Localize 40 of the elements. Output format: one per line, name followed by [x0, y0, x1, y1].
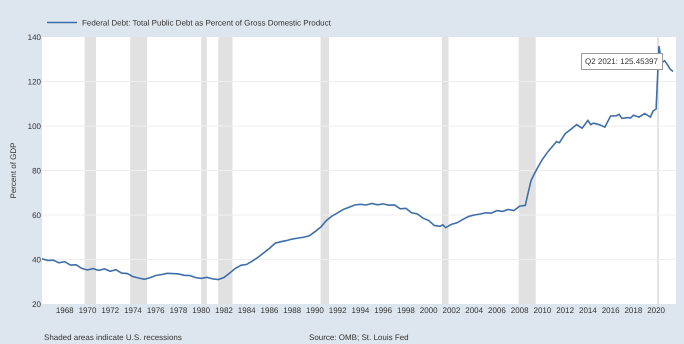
x-tick-label: 2006	[488, 306, 506, 315]
y-axis-title: Percent of GDP	[9, 142, 18, 199]
x-tick-label: 1998	[397, 306, 416, 315]
x-tick-label: 2014	[578, 306, 598, 315]
x-tick-label: 2002	[442, 306, 461, 315]
legend-label: Federal Debt: Total Public Debt as Percent of Gross Domestic Product	[82, 18, 332, 28]
x-tick-label: 1968	[56, 306, 74, 315]
source-note: Source: OMB; St. Louis Fed	[309, 333, 409, 342]
x-tick-label: 1996	[374, 306, 393, 315]
x-tick-label: 2016	[602, 306, 620, 315]
x-tick-label: 1976	[146, 306, 166, 315]
line-series	[42, 45, 674, 280]
x-tick-label: 2010	[533, 306, 552, 315]
x-tick-label: 2004	[465, 306, 484, 315]
y-tick-label: 120	[28, 77, 42, 86]
x-tick-label: 1994	[352, 306, 370, 315]
annotation: Q2 2021: 125.45397	[585, 57, 659, 66]
x-tick-label: 1978	[170, 306, 188, 315]
y-tick-label: 80	[32, 166, 42, 176]
x-tick-label: 1972	[101, 306, 120, 315]
x-tick-label: 1986	[260, 306, 279, 315]
x-tick-label: 2012	[556, 306, 575, 315]
x-tick-label: 1992	[328, 306, 348, 315]
y-tick-label: 140	[28, 32, 42, 42]
y-tick-label: 40	[32, 255, 42, 264]
x-tick-label: 1990	[306, 306, 324, 315]
x-tick-label: 1970	[78, 306, 97, 315]
y-tick-label: 100	[28, 122, 42, 131]
x-tick-label: 1984	[238, 306, 256, 315]
y-tick-label: 20	[32, 300, 42, 309]
y-tick-label: 60	[32, 210, 42, 220]
x-tick-label: 1980	[192, 306, 211, 315]
x-tick-label: 2018	[624, 306, 643, 315]
x-tick-label: 1974	[124, 306, 142, 315]
x-tick-label: 2020	[647, 306, 666, 315]
x-tick-label: 2008	[510, 306, 530, 315]
x-tick-label: 1988	[283, 306, 302, 315]
x-tick-label: 2000	[420, 306, 438, 315]
text: Shaded areas indicate U.S. recessions	[44, 333, 182, 342]
x-tick-label: 1982	[215, 306, 234, 315]
